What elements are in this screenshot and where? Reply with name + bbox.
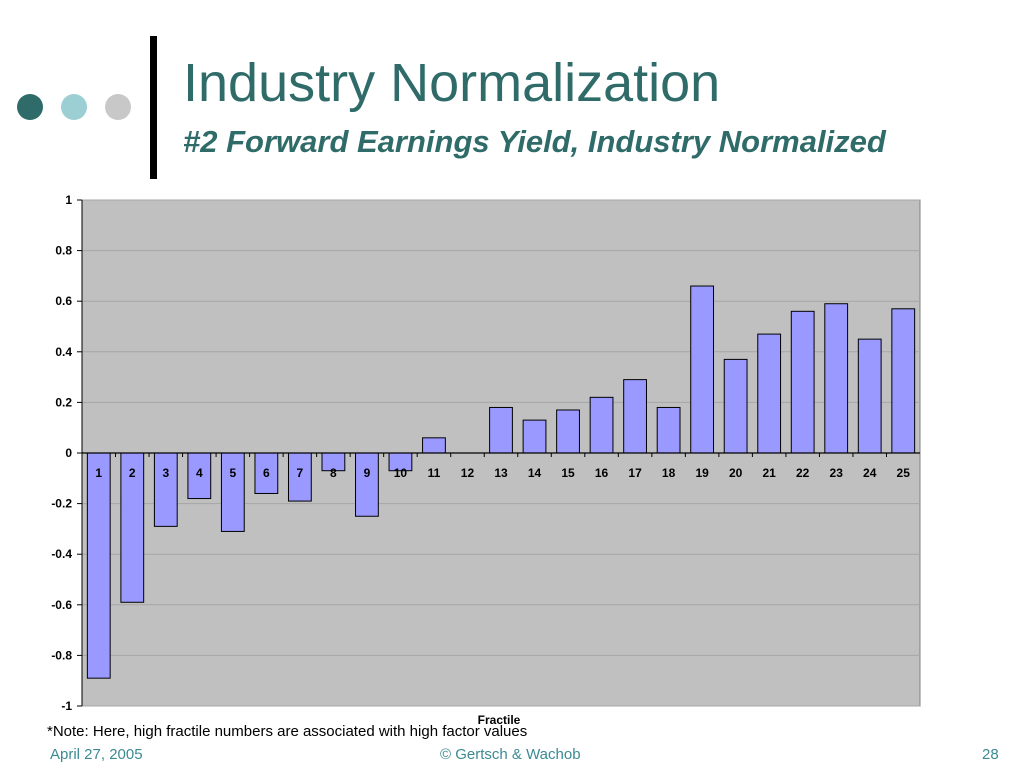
x-tick-label: 18 bbox=[662, 466, 676, 480]
title-divider bbox=[150, 36, 157, 179]
bar bbox=[891, 308, 916, 454]
bar bbox=[824, 303, 849, 454]
bar bbox=[489, 406, 513, 454]
x-tick-label: 25 bbox=[897, 466, 911, 480]
x-tick-label: 11 bbox=[428, 466, 441, 480]
page-number: 28 bbox=[982, 746, 999, 763]
x-tick-label: 24 bbox=[863, 466, 877, 480]
bar bbox=[690, 285, 715, 454]
x-tick-label: 19 bbox=[695, 466, 709, 480]
x-tick-label: 14 bbox=[528, 466, 542, 480]
x-tick-label: 2 bbox=[129, 466, 136, 480]
dot-dark bbox=[17, 94, 43, 120]
bar bbox=[556, 409, 580, 454]
bar bbox=[723, 358, 748, 454]
x-tick-label: 7 bbox=[297, 466, 304, 480]
bar bbox=[757, 333, 782, 454]
y-tick-label: 0.6 bbox=[55, 294, 72, 308]
y-tick-label: -0.6 bbox=[51, 598, 72, 612]
x-axis-title: Fractile bbox=[478, 713, 521, 727]
bar bbox=[153, 452, 178, 527]
bar bbox=[656, 406, 681, 454]
y-tick-label: -0.8 bbox=[51, 648, 72, 662]
bar bbox=[86, 452, 111, 679]
bar bbox=[790, 310, 815, 454]
footnote: *Note: Here, high fractile numbers are a… bbox=[47, 723, 528, 740]
y-tick-label: 0.2 bbox=[55, 395, 72, 409]
x-tick-label: 16 bbox=[595, 466, 609, 480]
x-tick-label: 6 bbox=[263, 466, 270, 480]
x-tick-label: 1 bbox=[95, 466, 102, 480]
x-tick-label: 9 bbox=[364, 466, 371, 480]
y-tick-label: 0.8 bbox=[55, 244, 72, 258]
y-tick-label: 0.4 bbox=[55, 345, 72, 359]
x-tick-label: 23 bbox=[830, 466, 844, 480]
x-tick-label: 4 bbox=[196, 466, 203, 480]
y-tick-label: 0 bbox=[65, 446, 72, 460]
x-tick-label: 3 bbox=[162, 466, 169, 480]
bar bbox=[422, 437, 446, 454]
x-tick-label: 10 bbox=[394, 466, 408, 480]
y-tick-label: -0.2 bbox=[51, 497, 72, 511]
bar bbox=[220, 452, 245, 532]
x-tick-label: 20 bbox=[729, 466, 743, 480]
bar bbox=[857, 338, 882, 454]
dot-light bbox=[61, 94, 87, 120]
x-tick-label: 15 bbox=[561, 466, 575, 480]
x-tick-label: 8 bbox=[330, 466, 337, 480]
bar bbox=[589, 396, 614, 454]
y-tick-label: 1 bbox=[65, 193, 72, 207]
bar bbox=[522, 419, 547, 454]
x-tick-label: 22 bbox=[796, 466, 810, 480]
x-tick-label: 21 bbox=[762, 466, 776, 480]
y-tick-label: -0.4 bbox=[51, 547, 72, 561]
bar bbox=[623, 379, 647, 454]
footer-copyright: © Gertsch & Wachob bbox=[440, 746, 581, 763]
footer-date: April 27, 2005 bbox=[50, 746, 143, 763]
y-tick-label: -1 bbox=[61, 699, 72, 713]
x-tick-label: 17 bbox=[628, 466, 642, 480]
bar bbox=[355, 452, 379, 517]
x-tick-label: 13 bbox=[494, 466, 508, 480]
x-tick-label: 12 bbox=[461, 466, 475, 480]
dot-gray bbox=[105, 94, 131, 120]
slide-subtitle: #2 Forward Earnings Yield, Industry Norm… bbox=[183, 124, 886, 159]
slide-title: Industry Normalization bbox=[183, 53, 721, 113]
x-tick-label: 5 bbox=[229, 466, 236, 480]
